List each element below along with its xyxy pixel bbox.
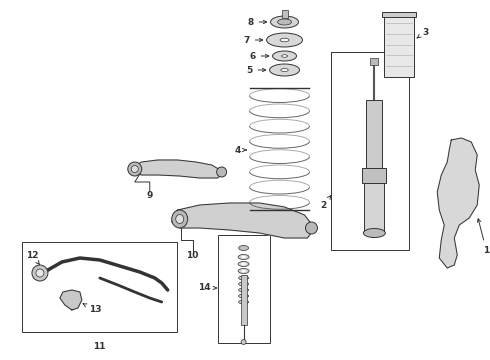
Ellipse shape bbox=[238, 269, 249, 274]
Bar bbox=[331, 52, 409, 250]
Ellipse shape bbox=[239, 246, 248, 251]
Text: 13: 13 bbox=[83, 304, 101, 315]
Ellipse shape bbox=[239, 276, 248, 280]
Bar bbox=[382, 12, 416, 17]
Bar bbox=[241, 275, 246, 325]
Ellipse shape bbox=[277, 19, 292, 25]
Text: 8: 8 bbox=[247, 18, 267, 27]
Bar bbox=[367, 100, 382, 168]
Ellipse shape bbox=[239, 282, 248, 286]
Ellipse shape bbox=[270, 16, 298, 28]
Ellipse shape bbox=[272, 51, 296, 61]
Text: 7: 7 bbox=[244, 36, 263, 45]
Ellipse shape bbox=[241, 339, 246, 345]
Bar bbox=[282, 10, 288, 18]
Text: 14: 14 bbox=[198, 284, 217, 292]
Ellipse shape bbox=[128, 162, 142, 176]
Text: 4: 4 bbox=[234, 145, 246, 154]
Ellipse shape bbox=[364, 229, 385, 238]
Text: 3: 3 bbox=[417, 27, 428, 38]
Text: 6: 6 bbox=[249, 51, 269, 60]
Ellipse shape bbox=[239, 294, 248, 298]
Ellipse shape bbox=[239, 288, 248, 292]
Polygon shape bbox=[172, 203, 315, 238]
Text: 9: 9 bbox=[147, 190, 153, 199]
Ellipse shape bbox=[238, 255, 249, 260]
Polygon shape bbox=[60, 290, 82, 310]
Ellipse shape bbox=[176, 215, 184, 224]
Ellipse shape bbox=[241, 270, 246, 272]
Text: 1: 1 bbox=[477, 219, 490, 255]
Text: 5: 5 bbox=[246, 66, 266, 75]
Text: 2: 2 bbox=[320, 195, 331, 210]
Ellipse shape bbox=[131, 166, 138, 172]
Ellipse shape bbox=[270, 64, 299, 76]
Ellipse shape bbox=[280, 38, 289, 42]
Ellipse shape bbox=[241, 256, 246, 258]
Polygon shape bbox=[437, 138, 479, 268]
Ellipse shape bbox=[305, 222, 318, 234]
Text: 11: 11 bbox=[93, 342, 105, 351]
Bar bbox=[218, 235, 270, 343]
Ellipse shape bbox=[32, 265, 48, 281]
Ellipse shape bbox=[282, 55, 288, 57]
Ellipse shape bbox=[238, 261, 249, 266]
Bar bbox=[370, 58, 378, 65]
Text: 12: 12 bbox=[25, 251, 40, 265]
Ellipse shape bbox=[281, 68, 288, 72]
Text: 10: 10 bbox=[187, 251, 199, 260]
Bar bbox=[384, 12, 415, 77]
Ellipse shape bbox=[267, 33, 302, 47]
Ellipse shape bbox=[36, 269, 44, 277]
Bar bbox=[363, 168, 387, 183]
Ellipse shape bbox=[172, 210, 188, 228]
Polygon shape bbox=[130, 160, 223, 178]
Ellipse shape bbox=[241, 263, 246, 265]
Ellipse shape bbox=[217, 167, 227, 177]
Bar bbox=[22, 242, 177, 332]
Bar bbox=[365, 183, 384, 233]
Ellipse shape bbox=[239, 300, 248, 304]
